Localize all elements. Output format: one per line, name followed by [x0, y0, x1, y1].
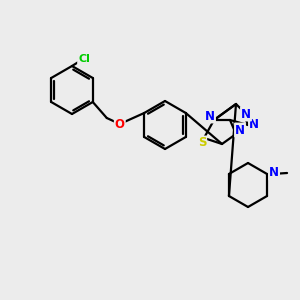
- Text: N: N: [241, 107, 251, 121]
- Text: N: N: [205, 110, 215, 122]
- Text: N: N: [269, 167, 279, 179]
- Text: N: N: [249, 118, 259, 131]
- Text: N: N: [235, 124, 245, 136]
- Text: S: S: [198, 136, 206, 149]
- Text: Cl: Cl: [78, 54, 90, 64]
- Text: O: O: [115, 118, 125, 130]
